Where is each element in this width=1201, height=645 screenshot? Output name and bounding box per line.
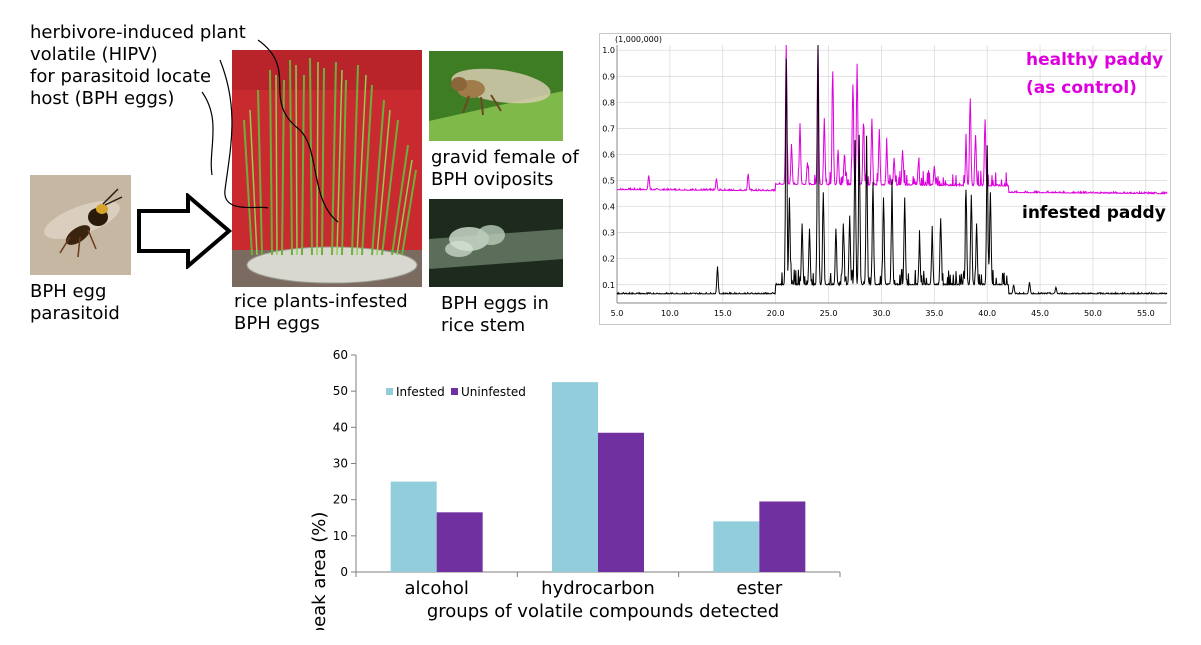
infested-paddy-label: infested paddy bbox=[1022, 203, 1166, 223]
hipv-line-4: host (BPH eggs) bbox=[30, 88, 175, 109]
chromatogram-y-tick: 0.7 bbox=[602, 124, 615, 133]
chromatogram-x-tick: 55.0 bbox=[1137, 309, 1155, 318]
hipv-pointer-lines bbox=[201, 39, 339, 223]
rice-plants-photo bbox=[232, 50, 422, 287]
bar-chart-legend: Infested Uninfested bbox=[386, 385, 526, 399]
rice-line-1: rice plants-infested bbox=[234, 291, 408, 312]
eggs-label: BPH eggs in rice stem bbox=[441, 293, 549, 337]
bar-chart-bars bbox=[390, 382, 806, 572]
chromatogram-x-tick: 45.0 bbox=[1031, 309, 1049, 318]
hipv-line-1: herbivore-induced plant bbox=[30, 22, 246, 43]
eggs-illustration bbox=[429, 199, 563, 287]
chromatogram-y-tick: 0.8 bbox=[602, 98, 615, 107]
bar-uninfested-hydrocarbon bbox=[598, 432, 644, 572]
rice-label: rice plants-infested BPH eggs bbox=[234, 291, 408, 335]
chromatogram-y-ticks: 1.0 0.9 0.8 0.7 0.6 0.5 0.4 0.3 0.2 0.1 bbox=[602, 46, 615, 290]
bar-uninfested-ester bbox=[759, 501, 806, 572]
chromatogram-x-tick: 50.0 bbox=[1084, 309, 1102, 318]
bar-chart-y-tick-label: 30 bbox=[333, 457, 348, 471]
bar-chart-y-tick-label: 50 bbox=[333, 384, 348, 398]
chromatogram-y-tick: 0.4 bbox=[602, 203, 615, 212]
female-label: gravid female of BPH oviposits bbox=[431, 147, 579, 191]
chromatogram-x-tick: 10.0 bbox=[661, 309, 679, 318]
healthy-paddy-label: healthy paddy bbox=[1026, 50, 1163, 70]
parasitoid-photo bbox=[30, 175, 131, 275]
chromatogram-y-tick: 0.6 bbox=[602, 150, 615, 159]
bar-chart-x-axis-label: groups of volatile compounds detected bbox=[427, 601, 779, 622]
legend-swatch bbox=[451, 388, 458, 395]
infested-paddy-trace bbox=[616, 44, 1168, 296]
hipv-line-3: for parasitoid locate bbox=[30, 66, 212, 87]
eggs-line-1: BPH eggs in bbox=[441, 293, 549, 314]
planthopper-illustration bbox=[429, 51, 563, 141]
chromatogram-y-tick: 0.9 bbox=[602, 72, 615, 81]
bph-female-photo bbox=[429, 51, 563, 141]
bar-chart-y-tick-label: 60 bbox=[333, 348, 348, 362]
chromatogram-y-tick: 1.0 bbox=[602, 46, 615, 55]
wasp-illustration bbox=[44, 188, 123, 258]
bar-infested-alcohol bbox=[390, 481, 437, 572]
bar-chart-category-labels: alcohol hydrocarbon ester bbox=[404, 578, 782, 599]
bar-chart-y-tick-label: 20 bbox=[333, 493, 348, 507]
legend-label: Uninfested bbox=[461, 385, 526, 399]
chromatogram-x-tick: 20.0 bbox=[767, 309, 785, 318]
chromatogram-y-tick: 0.1 bbox=[602, 281, 615, 290]
chromatogram-x-ticks: 5.0 10.0 15.0 20.0 25.0 30.0 35.0 40.0 45.0 50.0 5… bbox=[611, 309, 1155, 318]
bar-chart-category-label: alcohol bbox=[404, 578, 468, 599]
healthy-paddy-sublabel: (as control) bbox=[1026, 78, 1137, 98]
bph-eggs-photo bbox=[429, 199, 563, 287]
bar-chart-category-label: hydrocarbon bbox=[541, 578, 655, 599]
chromatogram-x-tick: 25.0 bbox=[820, 309, 838, 318]
bar-chart-y-tick-label: 0 bbox=[340, 565, 348, 579]
chromatogram-x-tick: 30.0 bbox=[873, 309, 891, 318]
rice-line-2: BPH eggs bbox=[234, 313, 320, 334]
bar-chart-category-label: ester bbox=[736, 578, 783, 599]
chromatogram-y-tick: 0.5 bbox=[602, 177, 615, 186]
chromatogram-y-tick: 0.3 bbox=[602, 229, 615, 238]
female-line-1: gravid female of bbox=[431, 147, 579, 168]
bar-infested-ester bbox=[713, 521, 760, 572]
chromatogram-y-tick: 0.2 bbox=[602, 255, 615, 264]
bar-uninfested-alcohol bbox=[436, 512, 483, 572]
female-line-2: BPH oviposits bbox=[431, 169, 554, 190]
arrow-right-icon bbox=[137, 193, 233, 269]
chromatogram-x-tick: 15.0 bbox=[714, 309, 732, 318]
parasitoid-label: BPH egg parasitoid bbox=[30, 281, 120, 325]
legend-label: Infested bbox=[396, 385, 445, 399]
parasitoid-line-2: parasitoid bbox=[30, 303, 120, 324]
bar-chart-y-tick-label: 40 bbox=[333, 420, 348, 434]
bar-chart-y-ticks: 0 10 20 30 40 50 60 bbox=[333, 348, 356, 579]
chromatogram-x-tick: 5.0 bbox=[611, 309, 624, 318]
hipv-line-2: volatile (HIPV) bbox=[30, 44, 158, 65]
parasitoid-line-1: BPH egg bbox=[30, 281, 107, 302]
chromatogram-x-tick: 35.0 bbox=[925, 309, 943, 318]
chromatogram-scale-label: (1,000,000) bbox=[615, 35, 662, 44]
chromatogram: 1.0 0.9 0.8 0.7 0.6 0.5 0.4 0.3 0.2 0.1 5.0 10.0 15… bbox=[599, 33, 1171, 325]
bar-chart-y-axis-label: peak area (%) bbox=[309, 512, 330, 630]
eggs-line-2: rice stem bbox=[441, 315, 526, 336]
bar-chart-y-tick-label: 10 bbox=[333, 529, 348, 543]
bar-chart: 0 10 20 30 40 50 60 alcohol hydrocarbon ester In… bbox=[309, 348, 841, 630]
bar-infested-hydrocarbon bbox=[552, 382, 598, 572]
legend-swatch bbox=[386, 388, 393, 395]
chromatogram-x-tick: 40.0 bbox=[978, 309, 996, 318]
rice-plants-illustration bbox=[232, 50, 422, 287]
hipv-label: herbivore-induced plant volatile (HIPV) … bbox=[30, 22, 270, 110]
